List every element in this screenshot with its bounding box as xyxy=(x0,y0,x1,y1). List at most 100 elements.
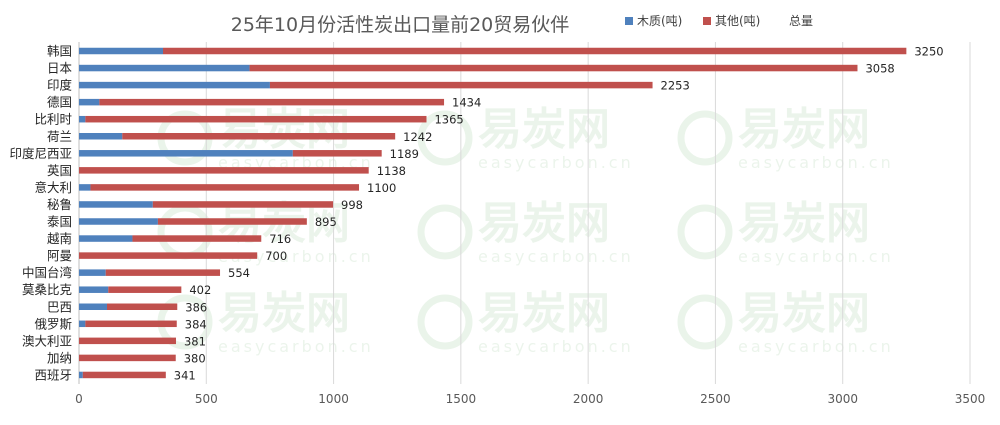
category-label: 巴西 xyxy=(47,299,72,314)
total-label: 998 xyxy=(341,198,363,212)
bars-layer xyxy=(79,47,907,379)
watermark-logo-icon xyxy=(677,204,733,260)
bar-segment xyxy=(79,98,100,106)
bar-segment xyxy=(79,201,153,208)
watermark-domain: easycarbon.cn xyxy=(478,337,634,356)
bar-segment xyxy=(85,320,177,328)
category-label: 西班牙 xyxy=(34,367,72,382)
total-label: 1434 xyxy=(452,96,481,110)
total-label: 384 xyxy=(185,317,207,331)
x-tick-label: 0 xyxy=(75,392,83,406)
x-tick-labels: 0 500 1000 1500 2000 2500 3000 3500 xyxy=(75,392,985,406)
total-label: 716 xyxy=(269,232,291,246)
legend-label: 木质(吨) xyxy=(637,14,682,28)
category-label: 意大利 xyxy=(34,180,72,195)
x-tick-label: 3500 xyxy=(955,392,986,406)
bar-segment xyxy=(79,115,86,123)
watermark-logo-icon xyxy=(417,110,473,166)
total-label: 554 xyxy=(228,266,250,280)
legend: 木质(吨) 其他(吨) 总量 xyxy=(625,14,813,28)
watermark-domain: easycarbon.cn xyxy=(478,247,634,266)
bar-segment xyxy=(79,320,86,328)
x-tick-label: 2500 xyxy=(700,392,731,406)
bar-segment xyxy=(79,167,369,174)
total-label: 1138 xyxy=(377,164,406,178)
category-label: 英国 xyxy=(47,163,72,178)
x-tick-label: 1000 xyxy=(318,392,349,406)
category-label: 德国 xyxy=(47,95,72,110)
bar-segment xyxy=(79,269,106,276)
watermark-brand: 易炭网 xyxy=(478,198,610,249)
category-label: 澳大利亚 xyxy=(22,333,72,348)
x-tick-label: 1500 xyxy=(446,392,477,406)
total-label: 386 xyxy=(185,300,207,314)
watermark-brand: 易炭网 xyxy=(218,104,350,155)
total-label: 2253 xyxy=(661,79,690,93)
category-label: 荷兰 xyxy=(47,129,72,144)
category-label: 印度 xyxy=(47,78,73,93)
bar-segment xyxy=(79,218,158,225)
category-label: 韩国 xyxy=(47,44,72,59)
bar-segment xyxy=(108,286,182,293)
bar-segment xyxy=(79,252,258,259)
watermark-domain: easycarbon.cn xyxy=(738,247,894,266)
bar-segment xyxy=(122,133,396,140)
bar-segment xyxy=(249,64,858,72)
bar-segment xyxy=(85,115,427,123)
legend-label: 其他(吨) xyxy=(715,14,760,28)
legend-swatch xyxy=(703,17,711,25)
total-label: 3058 xyxy=(865,62,894,76)
bar-segment xyxy=(105,269,221,276)
watermark-brand: 易炭网 xyxy=(738,288,870,339)
bar-segment xyxy=(79,337,176,345)
bar-segment xyxy=(90,184,360,191)
bar-segment xyxy=(107,303,178,310)
total-label: 381 xyxy=(184,334,206,348)
bar-segment xyxy=(132,235,262,242)
bar-segment xyxy=(79,286,109,293)
total-label: 700 xyxy=(265,249,287,263)
total-label: 380 xyxy=(184,351,206,365)
total-label: 1242 xyxy=(403,130,432,144)
legend-label-total: 总量 xyxy=(789,14,813,28)
total-label: 402 xyxy=(189,283,211,297)
bar-segment xyxy=(99,98,445,106)
watermark-domain: easycarbon.cn xyxy=(218,337,374,356)
total-label: 1189 xyxy=(390,147,419,161)
category-labels: 韩国日本印度德国比利时荷兰印度尼西亚英国意大利秘鲁泰国越南阿曼中国台湾莫桑比克巴… xyxy=(9,44,72,383)
watermark-logo-icon xyxy=(677,110,733,166)
category-label: 中国台湾 xyxy=(22,265,72,280)
watermark-logo-icon xyxy=(417,294,473,350)
category-label: 泰国 xyxy=(47,214,72,229)
category-label: 莫桑比克 xyxy=(22,282,72,297)
x-tick-label: 500 xyxy=(195,392,218,406)
total-label: 3250 xyxy=(914,45,943,59)
total-label: 1365 xyxy=(434,113,463,127)
watermark-brand: 易炭网 xyxy=(738,198,870,249)
bar-segment xyxy=(79,303,108,310)
bar-segment xyxy=(269,81,653,89)
bar-segment xyxy=(79,81,270,89)
bar-segment xyxy=(79,371,83,379)
bar-segment xyxy=(163,47,907,55)
watermark-logo-icon xyxy=(677,294,733,350)
total-label: 895 xyxy=(315,215,337,229)
category-label: 阿曼 xyxy=(47,248,72,263)
watermark-layer: 易炭网easycarbon.cn易炭网easycarbon.cn易炭网easyc… xyxy=(157,104,894,356)
bar-segment xyxy=(79,150,293,157)
x-tick-label: 3000 xyxy=(827,392,858,406)
watermark-domain: easycarbon.cn xyxy=(218,247,374,266)
watermark-brand: 易炭网 xyxy=(738,104,870,155)
watermark-domain: easycarbon.cn xyxy=(738,153,894,172)
category-label: 越南 xyxy=(47,231,72,246)
bar-segment xyxy=(292,150,382,157)
total-label: 341 xyxy=(174,368,196,382)
chart-title: 25年10月份活性炭出口量前20贸易伙伴 xyxy=(231,14,570,36)
legend-swatch xyxy=(625,17,633,25)
